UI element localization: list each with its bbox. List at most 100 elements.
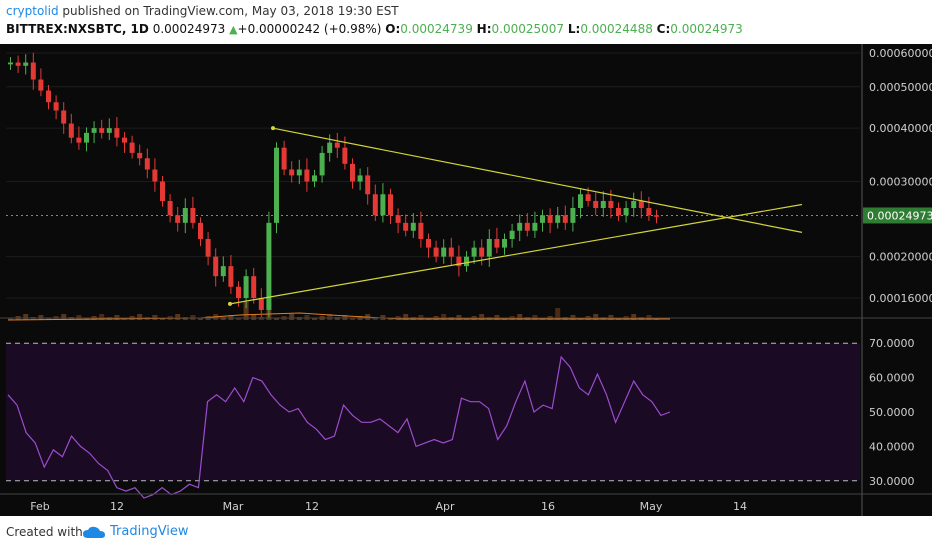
rsi-tick-label: 40.0000 — [869, 440, 915, 453]
candle — [365, 167, 371, 205]
candle — [388, 188, 393, 225]
time-tick-label: 16 — [541, 500, 555, 513]
candle-body — [258, 298, 264, 310]
chart-area[interactable]: 0.00060000 0.00050000 0.00040000 0.00030000… — [0, 44, 932, 516]
tradingview-brand[interactable]: TradingView — [110, 524, 189, 539]
volume-bar — [388, 318, 393, 320]
trendline-anchor[interactable] — [271, 126, 275, 131]
candle — [616, 202, 621, 221]
candle-body — [152, 169, 158, 182]
volume-bar — [99, 314, 105, 320]
low-value: 0.00024488 — [580, 22, 653, 36]
tradingview-cloud-icon[interactable] — [82, 525, 106, 539]
high-label: H: — [476, 22, 492, 36]
volume-bar — [441, 314, 447, 320]
volume-bar — [8, 318, 13, 320]
volume-bar — [243, 302, 249, 320]
rsi-tick-label: 50.0000 — [869, 406, 915, 419]
volume-bar — [403, 314, 409, 320]
candle-body — [274, 147, 279, 223]
candle — [646, 196, 652, 221]
candle-body — [464, 256, 469, 267]
candle — [319, 145, 325, 183]
candle — [509, 223, 515, 248]
lower-trendline[interactable] — [229, 203, 803, 305]
candle-body — [593, 201, 599, 209]
candle-body — [547, 215, 553, 223]
up-triangle-icon: ▲ — [229, 23, 238, 36]
candle-body — [15, 62, 21, 66]
candle — [456, 245, 462, 277]
candle — [38, 68, 44, 97]
candle — [114, 117, 120, 147]
candle-body — [418, 222, 424, 239]
candle-body — [631, 201, 637, 209]
volume-bar — [23, 314, 29, 320]
candle-body — [304, 169, 310, 182]
time-tick-label: 14 — [733, 500, 747, 513]
candle — [555, 206, 561, 229]
candle-body — [456, 256, 462, 267]
candle-body — [213, 256, 219, 277]
volume-bar — [46, 318, 51, 320]
trendline-anchor[interactable] — [228, 301, 232, 306]
volume-bar — [327, 314, 333, 320]
candle — [395, 208, 401, 234]
candle — [251, 267, 257, 304]
author-link[interactable]: cryptolid — [6, 4, 59, 18]
trend-layer[interactable] — [228, 126, 803, 306]
candle-body — [319, 152, 325, 176]
candle-body — [433, 247, 439, 257]
candle — [517, 214, 523, 242]
candle-body — [99, 128, 105, 133]
candle-body — [236, 286, 241, 298]
candle-body — [342, 147, 348, 164]
candle — [274, 142, 279, 234]
candle-body — [380, 194, 386, 216]
upper-trendline[interactable] — [272, 127, 803, 233]
candle-body — [251, 276, 257, 298]
candle — [486, 229, 492, 267]
candle-body — [8, 62, 13, 65]
candle — [441, 239, 447, 264]
candle — [46, 85, 51, 110]
volume-bar — [593, 314, 599, 320]
volume-bar — [160, 318, 165, 320]
candle — [403, 214, 409, 237]
candle-body — [91, 128, 97, 133]
candle — [167, 194, 173, 223]
candle — [198, 217, 203, 247]
candle — [30, 52, 36, 90]
candle-body — [517, 222, 523, 231]
candle — [296, 159, 302, 185]
candle — [175, 206, 181, 232]
candle — [266, 211, 272, 319]
low-label: L: — [567, 22, 581, 36]
candle-body — [76, 137, 82, 143]
price-tick-label: 0.00040000 — [869, 122, 932, 135]
created-with-text: Created with — [6, 525, 83, 539]
candle — [471, 240, 477, 264]
candle-body — [357, 175, 363, 182]
rsi-pane — [6, 342, 860, 499]
candle-body — [410, 222, 416, 231]
candle — [182, 198, 188, 234]
candle — [76, 126, 82, 150]
candle-body — [334, 142, 340, 148]
high-value: 0.00025007 — [491, 22, 565, 36]
candle — [220, 256, 226, 282]
candle-body — [190, 208, 196, 223]
volume-bar — [175, 314, 181, 320]
close-value: 0.00024973 — [670, 22, 743, 36]
chart-svg[interactable]: 0.00060000 0.00050000 0.00040000 0.00030000… — [0, 44, 932, 516]
candle-body — [198, 222, 203, 239]
candle — [418, 211, 424, 248]
candle — [122, 132, 127, 153]
price-grid — [6, 52, 860, 299]
candle — [410, 213, 416, 238]
candle-body — [646, 208, 652, 216]
candle — [357, 168, 363, 191]
candle-body — [160, 181, 165, 202]
time-tick-label: May — [640, 500, 663, 513]
price-tick-label: 0.00050000 — [869, 81, 932, 94]
